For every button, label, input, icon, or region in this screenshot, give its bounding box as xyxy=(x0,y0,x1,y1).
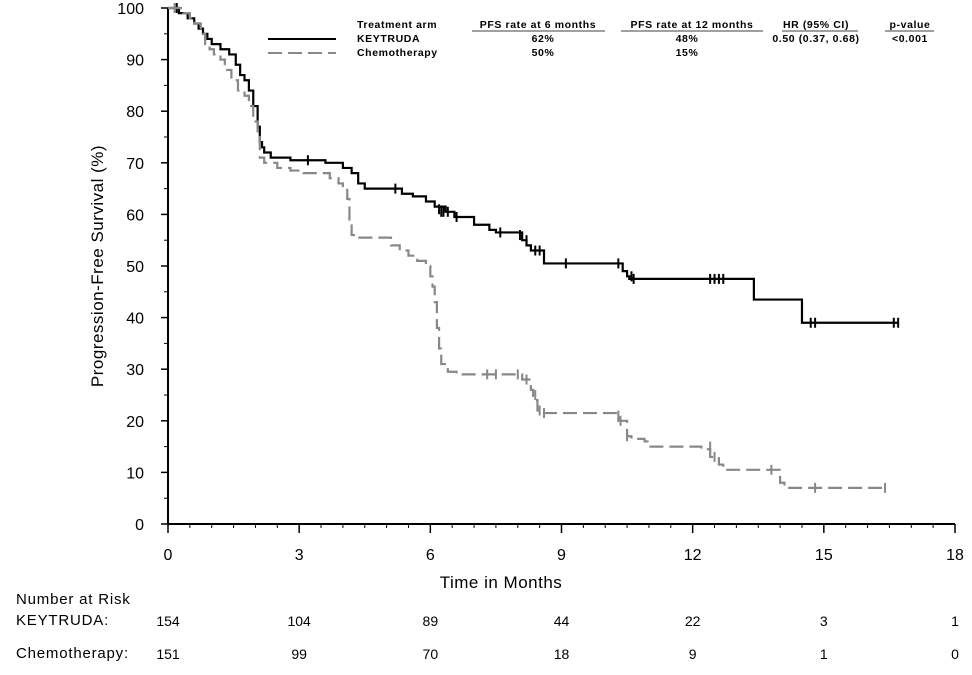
x-tick-label: 12 xyxy=(684,547,702,564)
y-tick-label: 40 xyxy=(126,311,144,328)
legend-header-p: p-value xyxy=(890,19,931,31)
legend-header-arm: Treatment arm xyxy=(357,19,437,31)
y-tick-label: 10 xyxy=(126,465,144,482)
legend-header-pfs12: PFS rate at 12 months xyxy=(631,19,754,31)
risk-value: 89 xyxy=(422,613,439,629)
risk-value: 22 xyxy=(684,613,701,629)
y-tick-label: 20 xyxy=(126,414,144,431)
legend-pfs12-chemotherapy: 15% xyxy=(676,47,699,59)
x-tick-label: 18 xyxy=(946,547,964,564)
x-tick-label: 3 xyxy=(295,547,304,564)
legend-pfs6-keytruda: 62% xyxy=(532,33,555,45)
risk-value: 99 xyxy=(291,646,307,662)
x-tick-label: 0 xyxy=(164,547,173,564)
y-tick-label: 0 xyxy=(135,517,144,534)
y-tick-label: 60 xyxy=(126,207,144,224)
legend-arm-chemotherapy: Chemotherapy xyxy=(357,47,438,59)
y-tick-label: 100 xyxy=(117,1,144,18)
risk-value: 0 xyxy=(951,646,959,662)
legend-header-hr: HR (95% CI) xyxy=(783,19,849,31)
y-tick-label: 90 xyxy=(126,53,144,70)
risk-value: 104 xyxy=(287,613,311,629)
x-tick-label: 9 xyxy=(557,547,566,564)
legend-pfs6-chemotherapy: 50% xyxy=(532,47,555,59)
risk-value: 151 xyxy=(156,646,180,662)
risk-value: 154 xyxy=(156,613,180,629)
risk-row-label-keytruda: KEYTRUDA: xyxy=(16,612,110,629)
axes: 0 10 20 30 40 50 60 70 80 90 100 0 3 6 9 12 15 18 xyxy=(117,1,964,564)
risk-value: 9 xyxy=(688,646,697,662)
risk-value: 44 xyxy=(553,613,570,629)
y-tick-label: 50 xyxy=(126,259,144,276)
risk-row-label-chemotherapy: Chemotherapy: xyxy=(16,645,129,662)
risk-value: 18 xyxy=(553,646,570,662)
y-tick-label: 30 xyxy=(126,362,144,379)
series-line-chemotherapy xyxy=(168,6,886,489)
legend-arm-keytruda: KEYTRUDA xyxy=(357,33,420,45)
legend-p-keytruda: <0.001 xyxy=(892,33,928,45)
y-axis-title: Progression-Free Survival (%) xyxy=(88,145,107,387)
risk-value: 70 xyxy=(422,646,439,662)
risk-value: 3 xyxy=(819,613,828,629)
x-tick-label: 6 xyxy=(426,547,435,564)
risk-value: 1 xyxy=(951,613,959,629)
risk-table-title: Number at Risk xyxy=(16,591,131,608)
series-layer xyxy=(168,3,900,493)
legend-header-pfs6: PFS rate at 6 months xyxy=(480,19,596,31)
y-tick-label: 70 xyxy=(126,156,144,173)
legend-hr-keytruda: 0.50 (0.37, 0.68) xyxy=(772,33,859,45)
x-tick-label: 15 xyxy=(815,547,833,564)
series-line-keytruda xyxy=(168,6,899,324)
x-axis-title: Time in Months xyxy=(440,573,563,592)
y-tick-label: 80 xyxy=(126,104,144,121)
km-chart: 0 10 20 30 40 50 60 70 80 90 100 0 3 6 9 12 15 18 Treatme… xyxy=(88,1,964,592)
legend: Treatment arm PFS rate at 6 months PFS r… xyxy=(268,19,934,59)
risk-value: 1 xyxy=(819,646,828,662)
legend-pfs12-keytruda: 48% xyxy=(676,33,699,45)
